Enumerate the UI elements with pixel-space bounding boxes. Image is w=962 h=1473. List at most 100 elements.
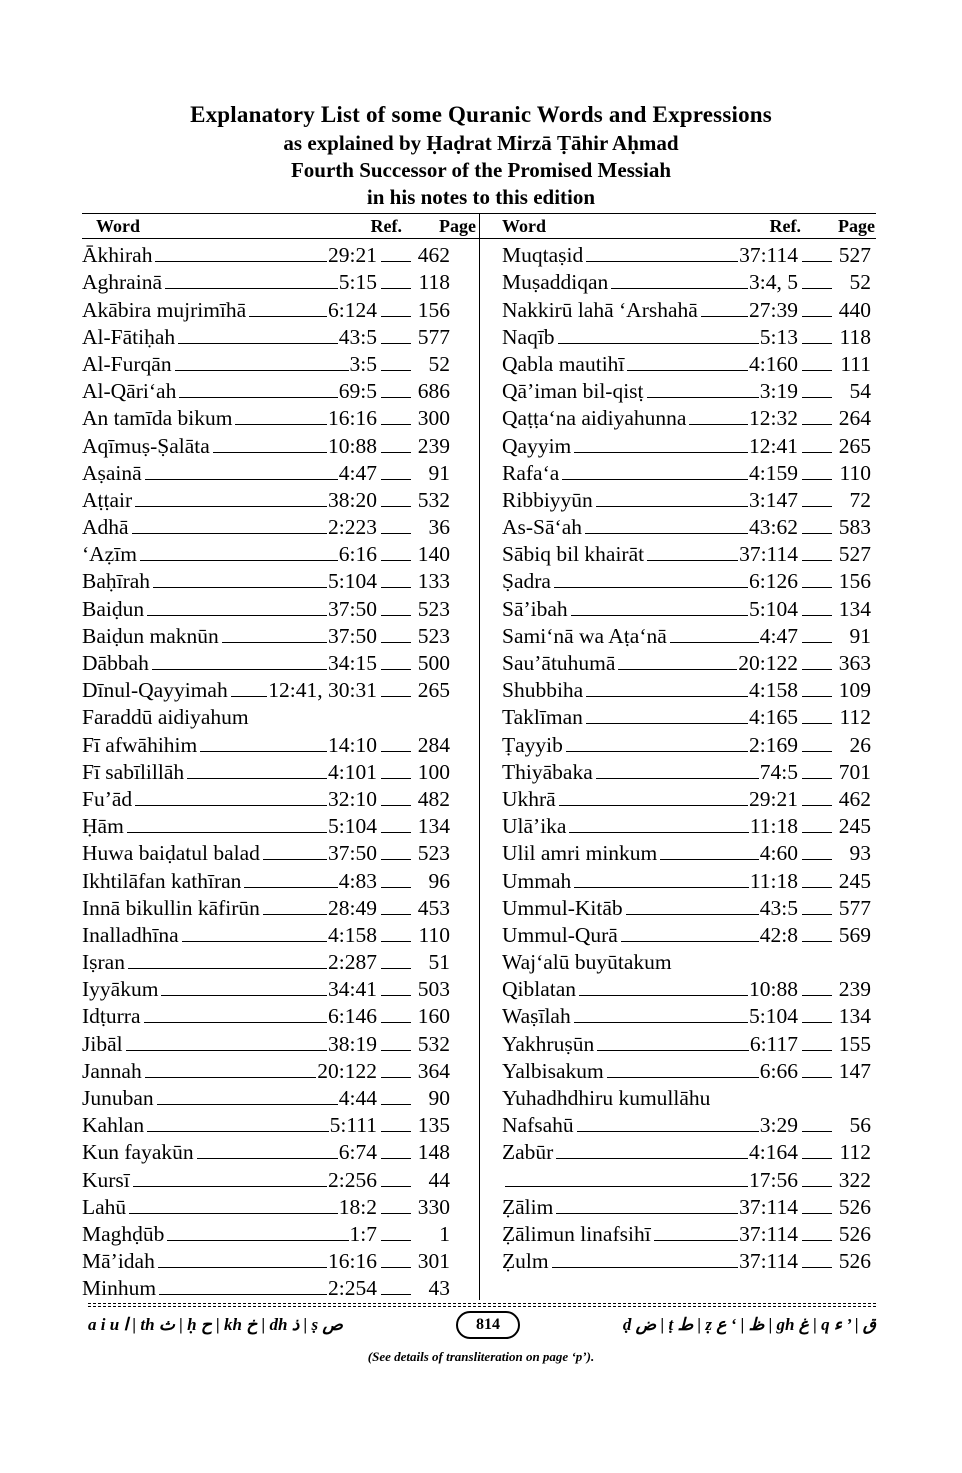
list-item: Qaṭṭa‘na aidiyahunna 12:32 264 xyxy=(480,404,877,431)
list-item: Kursī 2:256 44 xyxy=(82,1165,478,1192)
leader-line xyxy=(381,696,411,698)
entry-page: 51 xyxy=(428,950,451,975)
entry-word: Aṣainā xyxy=(82,460,142,485)
entry-page: 322 xyxy=(838,1167,871,1192)
list-item: Sābiq bil khairāt 37:114 527 xyxy=(480,540,877,567)
entry-word: Fī afwāhihim xyxy=(82,732,198,757)
list-item: Sau’ātuhumā 20:122 363 xyxy=(480,649,877,676)
entry-word: Sau’ātuhumā xyxy=(502,651,616,675)
entry-ref: 4:164 xyxy=(749,1140,798,1165)
entry-word: Qayyim xyxy=(502,433,572,458)
entry-page: 135 xyxy=(417,1113,450,1138)
entry-word: Idṭurra xyxy=(82,1004,141,1029)
entry-word: Ḥām xyxy=(82,814,124,839)
list-item: Yuhadhdhiru kumullāhu xyxy=(480,1084,877,1111)
leader-line xyxy=(381,451,411,453)
leader-line xyxy=(558,804,749,806)
list-item: 17:56 322 xyxy=(480,1165,877,1192)
leader-line xyxy=(802,859,832,861)
leader-line xyxy=(155,261,328,263)
footer-rule xyxy=(88,1303,876,1304)
leader-line xyxy=(187,777,328,779)
entry-word: Ummul-Qurā xyxy=(502,922,618,947)
entry-page: 52 xyxy=(849,270,872,295)
entry-ref: 28:49 xyxy=(328,895,377,920)
leader-line xyxy=(653,1239,739,1241)
entry-page: 155 xyxy=(838,1031,871,1056)
entry-page: 577 xyxy=(838,895,871,920)
leader-line xyxy=(178,342,338,344)
leader-line xyxy=(381,288,411,290)
entry-page: 523 xyxy=(417,623,450,648)
list-item: Ikhtilāfan kathīran 4:83 96 xyxy=(82,866,478,893)
leader-line xyxy=(249,315,328,317)
entry-page: 284 xyxy=(417,732,450,757)
leader-line xyxy=(562,478,749,480)
ref-header: Ref. xyxy=(769,216,801,236)
entry-ref: 4:101 xyxy=(328,759,377,784)
entry-word: Aghrainā xyxy=(82,270,162,295)
leader-line xyxy=(574,451,749,453)
list-item: An tamīda bikum 16:16 300 xyxy=(82,404,478,431)
entry-ref: 4:44 xyxy=(338,1086,377,1110)
entry-word: Sā’ibah xyxy=(502,596,568,621)
entry-page: 440 xyxy=(838,297,871,322)
list-item: Ulā’ika 11:18 245 xyxy=(480,812,877,839)
leader-line xyxy=(235,424,328,426)
left-column-header: Word Ref. Page xyxy=(82,213,478,239)
right-column-header: Word Ref. Page xyxy=(480,213,877,239)
entry-word: Muṣaddiqan xyxy=(502,270,609,295)
list-item: Minhum 2:254 43 xyxy=(82,1274,478,1301)
leader-line xyxy=(802,832,832,834)
entry-word: Taklīman xyxy=(502,705,583,730)
leader-line xyxy=(381,397,411,399)
list-item: Yalbisakum 6:66 147 xyxy=(480,1057,877,1084)
leader-line xyxy=(381,968,411,970)
entry-word: Sābiq bil khairāt xyxy=(502,542,645,567)
leader-line xyxy=(802,940,832,942)
entry-page: 527 xyxy=(838,542,871,567)
entry-ref: 14:10 xyxy=(328,732,377,757)
leader-line xyxy=(611,288,749,290)
entry-ref: 29:21 xyxy=(328,243,377,268)
entry-ref: 34:41 xyxy=(328,977,377,1002)
list-item: Ṣadra 6:126 156 xyxy=(480,567,877,594)
list-item: Akābira mujrimīhā 6:124 156 xyxy=(82,295,478,322)
entry-ref: 4:83 xyxy=(338,868,377,893)
list-item: Aghrainā 5:15 118 xyxy=(82,268,478,295)
entry-word: Ẓālim xyxy=(502,1194,554,1219)
list-item: Waṣīlah 5:104 134 xyxy=(480,1002,877,1029)
entry-word: Zabūr xyxy=(502,1140,554,1165)
list-item: Muqtaṣid 37:114 527 xyxy=(480,241,877,268)
leader-line xyxy=(505,1185,749,1187)
entry-word: Al-Furqān xyxy=(82,351,172,376)
entry-ref: 37:114 xyxy=(739,1221,798,1246)
transliteration-left: a i u ﺍ | th ﺙ | ḥ ﺡ | kh ﺥ | dh ﺫ | ṣ ﺹ xyxy=(88,1315,343,1334)
entry-word: An tamīda bikum xyxy=(82,406,233,431)
list-item: Inalladhīna 4:158 110 xyxy=(82,921,478,948)
right-entries: Muqtaṣid 37:114 527 Muṣaddiqan 3:4, 5 52 Nakki… xyxy=(480,241,877,1274)
leader-line xyxy=(573,1022,749,1024)
leader-line xyxy=(802,1212,832,1214)
entry-page: 134 xyxy=(838,1004,871,1029)
list-item: Huwa baiḍatul balad 37:50 523 xyxy=(82,839,478,866)
leader-line xyxy=(802,1049,832,1051)
list-item: Iyyākum 34:41 503 xyxy=(82,975,478,1002)
list-item: Aqīmuṣ-Ṣalāta 10:88 239 xyxy=(82,431,478,458)
entry-ref: 5:111 xyxy=(329,1113,377,1138)
leader-line xyxy=(381,777,411,779)
word-header: Word xyxy=(502,216,547,236)
left-column: Word Ref. Page Ākhirah 29:21 462 Aghrainā 5:… xyxy=(82,213,478,1300)
entry-ref: 29:21 xyxy=(749,786,798,811)
entry-ref: 4:60 xyxy=(759,841,798,866)
entry-ref: 16:16 xyxy=(328,406,377,431)
leader-line xyxy=(262,913,328,915)
entry-ref: 6:16 xyxy=(338,542,377,567)
entry-page: 462 xyxy=(417,243,450,268)
entry-ref: 5:104 xyxy=(328,569,377,594)
entry-word: Innā bikullin kāfirūn xyxy=(82,895,260,920)
leader-line xyxy=(586,261,739,263)
entry-page: 503 xyxy=(417,977,450,1002)
entry-page: 364 xyxy=(417,1058,450,1083)
